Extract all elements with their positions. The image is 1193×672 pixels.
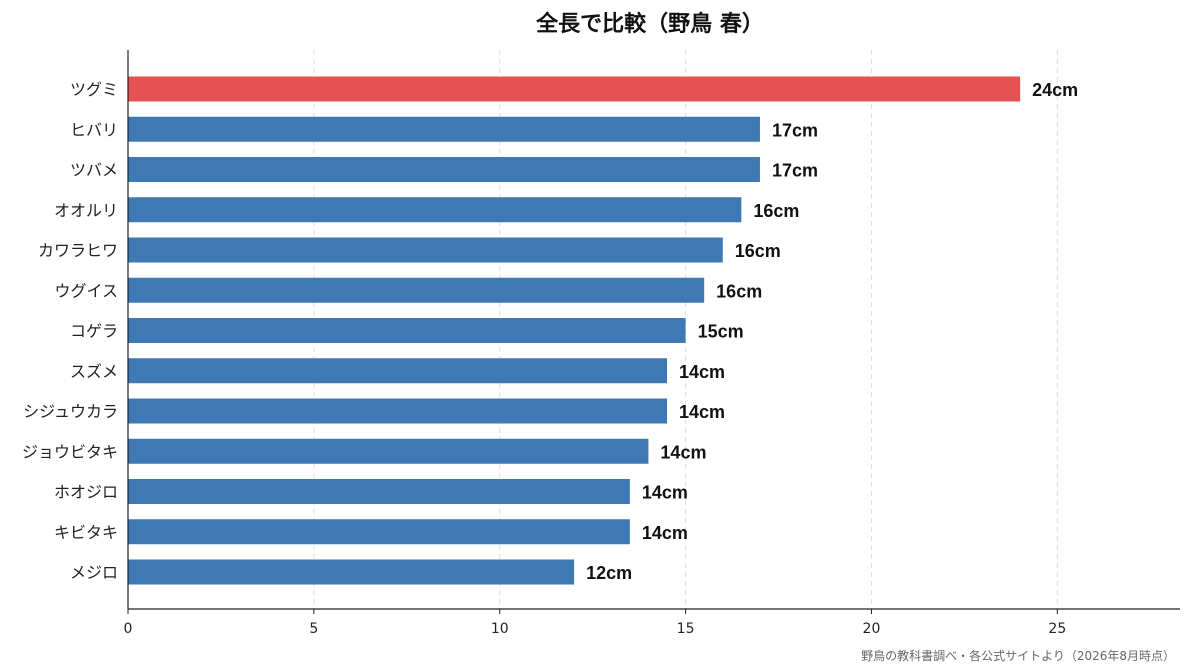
chart-title: 全長で比較（野鳥 春） [536, 12, 764, 37]
category-label: ホオジロ [54, 483, 118, 502]
category-label: ウグイス [54, 281, 118, 300]
category-label: カワラヒワ [38, 241, 118, 260]
category-label: オオルリ [54, 201, 118, 220]
data-label: 16cm [735, 241, 781, 261]
bar [128, 197, 742, 223]
data-label: 14cm [660, 442, 706, 462]
category-label: メジロ [70, 563, 118, 582]
source-note: 野鳥の教科書調べ・各公式サイトより（2026年8月時点） [861, 649, 1175, 663]
data-label: 16cm [716, 281, 762, 301]
bar [128, 358, 668, 384]
category-label: キビタキ [54, 523, 118, 542]
category-label: コゲラ [70, 322, 118, 341]
bar [128, 277, 705, 303]
bar [128, 157, 760, 182]
data-label: 17cm [772, 120, 818, 140]
data-label: 24cm [1032, 80, 1078, 100]
data-label: 12cm [586, 563, 632, 583]
bar [128, 519, 630, 545]
data-label: 14cm [642, 483, 688, 503]
bar [128, 237, 723, 263]
bar [128, 479, 630, 504]
category-label: ヒバリ [70, 120, 118, 139]
bar [128, 438, 649, 464]
x-tick-label: 25 [1048, 621, 1066, 637]
bar [128, 559, 575, 585]
data-label: 14cm [679, 402, 725, 422]
x-tick-label: 5 [309, 621, 318, 637]
data-label: 15cm [698, 322, 744, 342]
category-label: スズメ [70, 362, 118, 381]
data-label: 14cm [679, 362, 725, 382]
category-label: シジュウカラ [23, 402, 118, 421]
bar [128, 318, 686, 343]
bar [128, 116, 760, 142]
x-tick-label: 0 [124, 621, 133, 637]
category-label: ツバメ [70, 161, 118, 180]
bar [128, 398, 668, 424]
bar [128, 76, 1021, 102]
data-label: 17cm [772, 161, 818, 181]
category-label: ツグミ [70, 80, 118, 99]
x-tick-label: 15 [677, 621, 695, 637]
x-tick-label: 10 [491, 621, 509, 637]
data-label: 16cm [753, 201, 799, 221]
x-tick-label: 20 [863, 621, 881, 637]
data-label: 14cm [642, 523, 688, 543]
category-label: ジョウビタキ [22, 442, 118, 461]
